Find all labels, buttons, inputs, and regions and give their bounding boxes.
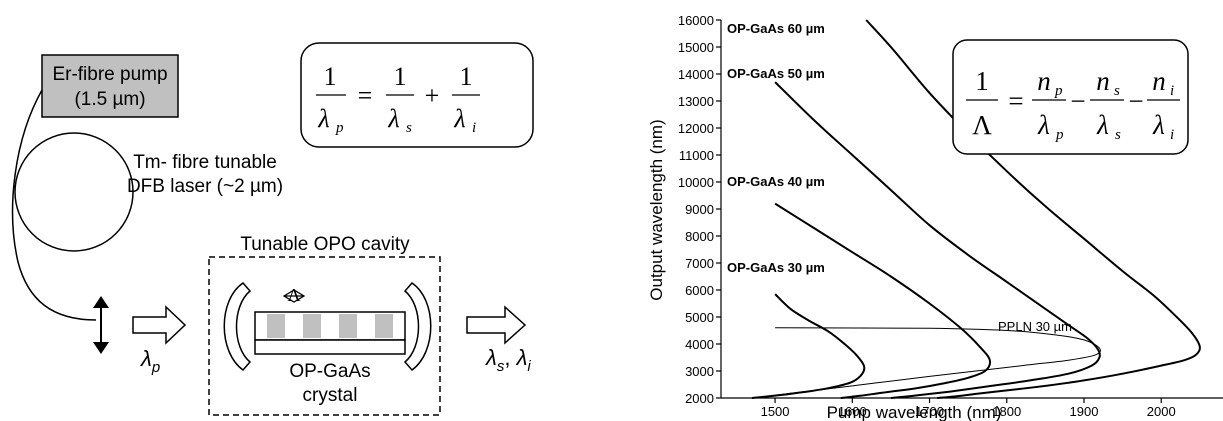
svg-text:p: p bbox=[1054, 83, 1063, 99]
svg-text:1: 1 bbox=[460, 62, 473, 91]
svg-text:i: i bbox=[1170, 83, 1174, 99]
op-gaas-crystal bbox=[254, 311, 406, 355]
x-tick-label: 1500 bbox=[761, 404, 790, 419]
pump-label-line2: (1.5 µm) bbox=[74, 89, 145, 110]
x-axis-label: Pump wavelength (nm) bbox=[827, 403, 1002, 421]
y-tick-label: 3000 bbox=[685, 364, 714, 379]
svg-text:n: n bbox=[1096, 66, 1110, 96]
y-tick-label: 7000 bbox=[685, 256, 714, 271]
series-label-gaas-50: OP-GaAs 50 µm bbox=[727, 66, 825, 81]
pump-beam-arrow-icon bbox=[132, 305, 187, 345]
svg-text:i: i bbox=[1170, 127, 1174, 143]
svg-text:−: − bbox=[1070, 86, 1085, 116]
y-tick-label: 9000 bbox=[685, 202, 714, 217]
crystal-label-line1: OP-GaAs bbox=[289, 361, 370, 382]
period-marker-icon bbox=[282, 289, 306, 303]
series-line-4 bbox=[775, 327, 1101, 396]
y-tick-label: 6000 bbox=[685, 283, 714, 298]
svg-text:n: n bbox=[1037, 66, 1051, 96]
x-tick-label: 1800 bbox=[992, 404, 1021, 419]
qpm-equation: 1 Λ = n p λ p − n s λ s − n i λ i bbox=[966, 66, 1180, 143]
qpm-equation-box bbox=[952, 39, 1189, 155]
fibre-coil-circle bbox=[14, 132, 134, 252]
svg-text:−: − bbox=[1128, 86, 1143, 116]
series-line-0 bbox=[751, 293, 866, 399]
svg-text:+: + bbox=[425, 81, 440, 110]
fibre-path bbox=[11, 89, 97, 321]
tm-laser-line1: Tm- fibre tunable bbox=[133, 152, 277, 173]
series-line-1 bbox=[774, 202, 992, 399]
svg-text:p: p bbox=[335, 120, 344, 136]
svg-text:λ: λ bbox=[1037, 110, 1050, 140]
energy-equation: 1 λ p = 1 λ s + 1 λ i bbox=[316, 62, 480, 136]
opo-cavity-box bbox=[208, 256, 441, 416]
svg-text:Λ: Λ bbox=[972, 110, 992, 140]
y-tick-label: 5000 bbox=[685, 310, 714, 325]
svg-text:s: s bbox=[406, 120, 412, 136]
cavity-title: Tunable OPO cavity bbox=[240, 234, 410, 255]
series-label-ppln-30: PPLN 30 µm bbox=[998, 319, 1072, 334]
lambda-p-label: λp bbox=[140, 346, 160, 376]
svg-text:λ: λ bbox=[1152, 110, 1165, 140]
y-tick-label: 14000 bbox=[678, 67, 714, 82]
tm-laser-line2: DFB laser (~2 µm) bbox=[127, 176, 283, 197]
output-mirror-icon bbox=[403, 282, 432, 372]
svg-text:i: i bbox=[472, 120, 476, 136]
svg-text:1: 1 bbox=[975, 66, 989, 96]
x-tick-label: 1900 bbox=[1070, 404, 1099, 419]
y-axis-label: Output wavelength (nm) bbox=[647, 119, 666, 300]
svg-text:λ: λ bbox=[1096, 110, 1109, 140]
svg-text:λ: λ bbox=[387, 104, 399, 133]
svg-text:λ: λ bbox=[317, 104, 329, 133]
y-tick-label: 13000 bbox=[678, 94, 714, 109]
svg-text:1: 1 bbox=[394, 62, 407, 91]
y-tick-label: 8000 bbox=[685, 229, 714, 244]
series-line-2 bbox=[774, 81, 1101, 399]
pump-label-line1: Er-fibre pump bbox=[52, 64, 167, 85]
series-label-gaas-30: OP-GaAs 30 µm bbox=[727, 260, 825, 275]
x-tick-label: 2000 bbox=[1147, 404, 1176, 419]
crystal-label-line2: crystal bbox=[303, 385, 358, 406]
output-lambda-label: λs, λi bbox=[485, 345, 531, 375]
y-tick-label: 10000 bbox=[678, 175, 714, 190]
svg-text:=: = bbox=[1008, 86, 1023, 116]
x-tick-label: 1600 bbox=[838, 404, 867, 419]
svg-text:s: s bbox=[1115, 127, 1121, 143]
series-label-gaas-40: OP-GaAs 40 µm bbox=[727, 174, 825, 189]
y-tick-label: 15000 bbox=[678, 40, 714, 55]
setup-schematic: Er-fibre pump (1.5 µm) Tm- fibre tunable… bbox=[11, 42, 534, 416]
y-tick-label: 16000 bbox=[678, 13, 714, 28]
y-tick-label: 11000 bbox=[679, 148, 714, 163]
tuning-chart: 1500 1600 1700 1800 1900 2000 2000 3000 4000 5000… bbox=[647, 13, 1223, 421]
output-beam-arrow-icon bbox=[466, 305, 527, 345]
x-tick-label: 1700 bbox=[915, 404, 944, 419]
er-fibre-pump-box bbox=[41, 54, 179, 118]
svg-text:p: p bbox=[1055, 127, 1064, 143]
svg-text:1: 1 bbox=[324, 62, 337, 91]
y-tick-label: 2000 bbox=[685, 391, 714, 406]
svg-text:n: n bbox=[1152, 66, 1166, 96]
energy-equation-box bbox=[300, 42, 534, 148]
input-mirror-icon bbox=[223, 282, 252, 372]
y-tick-label: 4000 bbox=[685, 337, 714, 352]
series-label-gaas-60: OP-GaAs 60 µm bbox=[727, 21, 825, 36]
svg-text:s: s bbox=[1114, 83, 1120, 99]
svg-text:=: = bbox=[358, 81, 373, 110]
y-tick-label: 12000 bbox=[678, 121, 714, 136]
svg-text:λ: λ bbox=[453, 104, 465, 133]
